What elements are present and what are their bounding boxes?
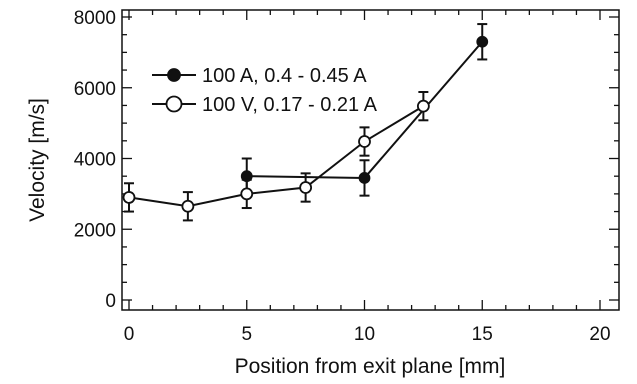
x-tick-labels: 0 5 10 15 20 <box>124 324 611 345</box>
data-point <box>358 135 371 148</box>
legend: 100 A, 0.4 - 0.45 A 100 V, 0.17 - 0.21 A <box>152 65 378 116</box>
legend-label: 100 V, 0.17 - 0.21 A <box>202 94 378 116</box>
axis-ticks <box>122 10 619 310</box>
y-tick-label: 4000 <box>74 150 116 171</box>
data-point <box>416 99 430 113</box>
x-tick-label: 20 <box>589 324 610 345</box>
y-tick-label: 8000 <box>74 8 116 29</box>
data-point <box>122 191 136 204</box>
legend-marker <box>167 68 181 82</box>
data-point <box>476 35 489 48</box>
y-axis-label: Velocity [m/s] <box>26 98 49 222</box>
y-tick-label: 2000 <box>74 220 116 241</box>
series-line <box>128 105 424 208</box>
series-2 <box>122 90 430 222</box>
data-point <box>358 172 371 184</box>
data-point <box>240 187 254 201</box>
x-tick-label: 0 <box>124 324 135 345</box>
x-axis-label: Position from exit plane [mm] <box>235 355 506 378</box>
x-tick-label: 10 <box>354 324 375 345</box>
data-point <box>181 199 195 213</box>
series-1 <box>240 23 489 197</box>
y-tick-label: 0 <box>105 291 116 312</box>
legend-marker <box>165 95 183 113</box>
y-tick-label: 6000 <box>74 79 116 100</box>
series-layer <box>122 23 489 222</box>
data-point <box>299 181 313 194</box>
y-tick-labels: 0 2000 4000 6000 8000 <box>74 8 116 312</box>
x-tick-label: 5 <box>241 324 252 345</box>
x-tick-label: 15 <box>472 324 493 345</box>
plot-frame <box>121 9 620 311</box>
legend-label: 100 A, 0.4 - 0.45 A <box>202 65 367 87</box>
